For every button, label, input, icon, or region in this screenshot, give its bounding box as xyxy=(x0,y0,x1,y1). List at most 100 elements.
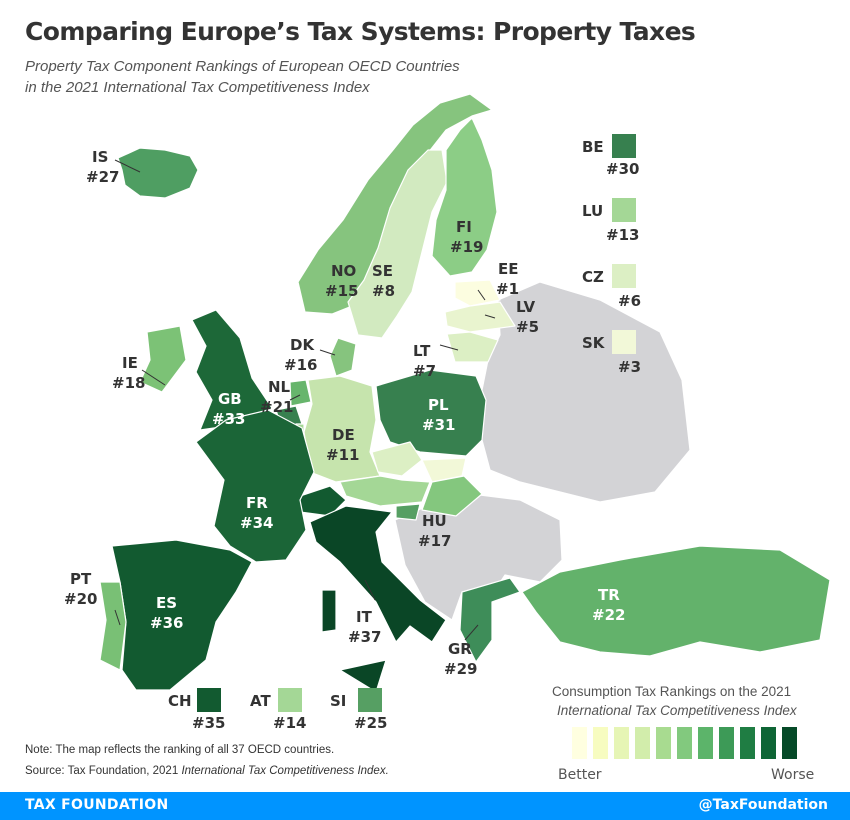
label-se-rank: #8 xyxy=(372,282,395,300)
key-lu-code: LU xyxy=(582,202,603,220)
country-estonia xyxy=(454,279,501,307)
scale-swatch-2 xyxy=(593,727,608,759)
scale-swatch-8 xyxy=(719,727,734,759)
footer-brand: TAX FOUNDATION xyxy=(25,797,169,813)
country-finland xyxy=(431,117,498,277)
key-si-swatch xyxy=(358,688,382,712)
label-es-code: ES xyxy=(156,594,177,612)
country-iceland xyxy=(117,147,199,199)
label-gb-code: GB xyxy=(218,390,242,408)
label-fr-code: FR xyxy=(246,494,268,512)
scale-swatch-11 xyxy=(782,727,797,759)
label-ie-code: IE xyxy=(122,354,138,372)
label-tr-code: TR xyxy=(598,586,620,604)
country-greece xyxy=(459,577,521,663)
key-at-code: AT xyxy=(250,692,271,710)
label-no-rank: #15 xyxy=(325,282,358,300)
page-title: Comparing Europe’s Tax Systems: Property… xyxy=(25,17,696,46)
color-scale xyxy=(572,727,797,759)
label-pt-code: PT xyxy=(70,570,92,588)
legend-title: Consumption Tax Rankings on the 2021 xyxy=(552,684,792,699)
country-netherlands xyxy=(289,379,312,407)
key-cz-code: CZ xyxy=(582,268,604,286)
region-non-oecd-east xyxy=(479,281,691,503)
small-country-key: BE #30 LU #13 CZ #6 SK #3 CH #35 AT #14 … xyxy=(168,134,641,732)
country-denmark xyxy=(329,337,357,377)
scale-swatch-5 xyxy=(656,727,671,759)
key-si-code: SI xyxy=(330,692,346,710)
key-sk-swatch xyxy=(612,330,636,354)
label-lv-rank: #5 xyxy=(516,318,539,336)
scale-swatch-3 xyxy=(614,727,629,759)
note-text: Note: The map reflects the ranking of al… xyxy=(25,744,335,756)
label-fi-code: FI xyxy=(456,218,472,236)
country-czechia xyxy=(371,441,423,477)
label-ee-rank: #1 xyxy=(496,280,519,298)
legend-high-label: Worse xyxy=(771,767,815,783)
subtitle-line-2: in the 2021 International Tax Competitiv… xyxy=(25,79,370,96)
key-at-rank: #14 xyxy=(273,714,306,732)
label-de-code: DE xyxy=(332,426,355,444)
source-text: Source: Tax Foundation, 2021 Internation… xyxy=(25,765,389,777)
key-at-swatch xyxy=(278,688,302,712)
label-no-code: NO xyxy=(331,262,356,280)
country-austria xyxy=(339,475,431,507)
label-is-code: IS xyxy=(92,148,108,166)
leader-lines xyxy=(114,159,496,641)
scale-swatch-1 xyxy=(572,727,587,759)
label-nl-rank: #21 xyxy=(260,398,293,416)
label-lt-code: LT xyxy=(413,342,431,360)
footer-handle[interactable]: @TaxFoundation xyxy=(698,797,828,813)
label-hu-code: HU xyxy=(422,512,447,530)
key-lu-rank: #13 xyxy=(606,226,639,244)
scale-swatch-6 xyxy=(677,727,692,759)
country-sweden xyxy=(347,149,448,339)
key-ch-rank: #35 xyxy=(192,714,225,732)
country-france xyxy=(195,409,315,563)
label-pl-rank: #31 xyxy=(422,416,455,434)
source-prefix: Source: Tax Foundation, 2021 xyxy=(25,765,182,777)
key-be-code: BE xyxy=(582,138,604,156)
key-sk-code: SK xyxy=(582,334,606,352)
label-es-rank: #36 xyxy=(150,614,183,632)
scale-swatch-9 xyxy=(740,727,755,759)
label-fi-rank: #19 xyxy=(450,238,483,256)
country-latvia xyxy=(444,301,516,333)
label-gb-rank: #33 xyxy=(212,410,245,428)
label-hu-rank: #17 xyxy=(418,532,451,550)
scale-swatch-10 xyxy=(761,727,776,759)
country-labels: IS #27 NO #15 SE #8 FI #19 EE #1 LV #5 L… xyxy=(64,148,625,678)
label-pl-code: PL xyxy=(428,396,449,414)
country-italy-sardinia xyxy=(321,589,337,633)
footer-bar: TAX FOUNDATION @TaxFoundation xyxy=(0,792,850,820)
source-title: International Tax Competitiveness Index. xyxy=(181,765,389,777)
scale-swatch-4 xyxy=(635,727,650,759)
key-be-swatch xyxy=(612,134,636,158)
key-ch-swatch xyxy=(197,688,221,712)
label-lt-rank: #7 xyxy=(413,362,436,380)
country-lithuania xyxy=(446,331,499,363)
label-de-rank: #11 xyxy=(326,446,359,464)
country-italy-sicily xyxy=(339,659,387,693)
key-sk-rank: #3 xyxy=(618,358,641,376)
label-pt-rank: #20 xyxy=(64,590,97,608)
label-dk-code: DK xyxy=(290,336,315,354)
europe-map: IS #27 NO #15 SE #8 FI #19 EE #1 LV #5 L… xyxy=(64,93,831,732)
label-is-rank: #27 xyxy=(86,168,119,186)
scale-swatch-7 xyxy=(698,727,713,759)
country-poland xyxy=(375,369,487,457)
country-italy xyxy=(309,505,447,643)
country-turkey xyxy=(521,545,831,657)
key-ch-code: CH xyxy=(168,692,192,710)
legend-low-label: Better xyxy=(558,767,602,783)
subtitle-line-1: Property Tax Component Rankings of Europ… xyxy=(25,58,460,75)
label-fr-rank: #34 xyxy=(240,514,273,532)
key-cz-swatch xyxy=(612,264,636,288)
label-gr-rank: #29 xyxy=(444,660,477,678)
country-ireland xyxy=(139,325,187,393)
key-cz-rank: #6 xyxy=(618,292,641,310)
label-gr-code: GR xyxy=(448,640,472,658)
country-slovenia xyxy=(395,503,421,521)
label-lv-code: LV xyxy=(516,298,535,316)
key-lu-swatch xyxy=(612,198,636,222)
